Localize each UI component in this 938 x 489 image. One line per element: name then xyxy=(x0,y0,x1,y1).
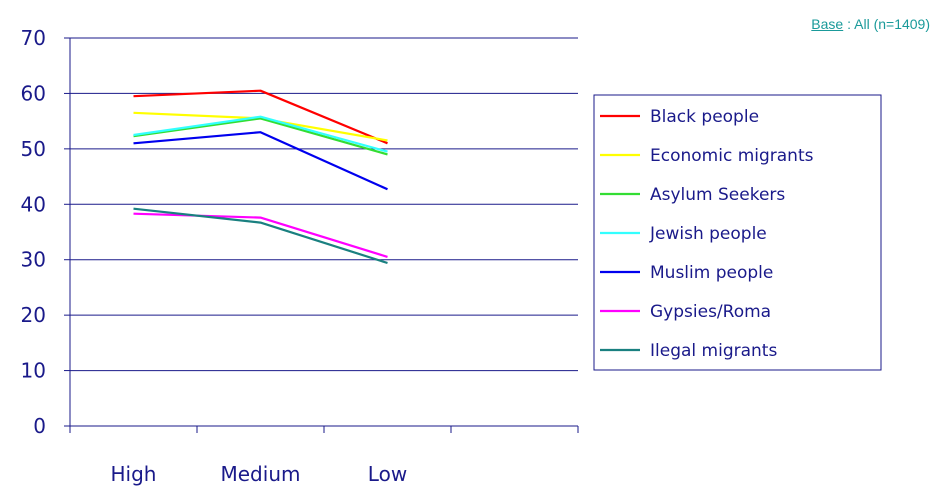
series-line xyxy=(133,207,388,265)
legend-label: Black people xyxy=(650,107,759,127)
y-tick-label: 70 xyxy=(21,26,46,50)
y-tick-label: 0 xyxy=(33,414,46,438)
legend-label: Economic migrants xyxy=(650,146,814,166)
legend-label: Gypsies/Roma xyxy=(650,302,771,322)
series-line xyxy=(133,212,388,258)
gridlines xyxy=(70,37,578,372)
y-tick-label: 50 xyxy=(21,137,46,161)
series-lines xyxy=(133,89,388,265)
legend-label: Jewish people xyxy=(649,224,767,244)
legend-label: Asylum Seekers xyxy=(650,185,785,205)
y-tick-label: 10 xyxy=(21,359,46,383)
y-axis-ticks: 0 10 20 30 40 50 60 70 xyxy=(21,26,70,438)
series-line xyxy=(133,131,388,191)
x-category-label: Low xyxy=(368,462,407,486)
y-tick-label: 30 xyxy=(21,248,46,272)
base-link[interactable]: Base xyxy=(811,16,844,32)
y-tick-label: 60 xyxy=(21,81,46,105)
x-axis-categories: High Medium Low xyxy=(69,426,579,486)
x-category-label: Medium xyxy=(221,462,301,486)
legend: Black people Economic migrants Asylum Seek… xyxy=(593,94,882,371)
legend-label: Ilegal migrants xyxy=(650,341,777,361)
legend-label: Muslim people xyxy=(650,263,773,283)
y-tick-label: 40 xyxy=(21,192,46,216)
legend-box xyxy=(593,94,882,371)
x-category-label: High xyxy=(111,462,157,486)
series-line xyxy=(133,89,388,145)
series-line xyxy=(133,115,388,153)
y-tick-label: 20 xyxy=(21,303,46,327)
base-text: : All (n=1409) xyxy=(843,16,930,32)
base-note: Base : All (n=1409) xyxy=(811,16,930,32)
series-line xyxy=(133,117,388,156)
